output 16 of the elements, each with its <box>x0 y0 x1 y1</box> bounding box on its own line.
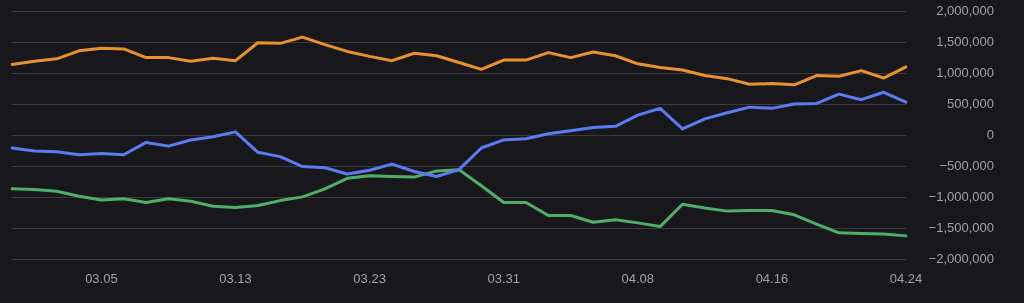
x-tick-label: 03.23 <box>353 270 386 286</box>
y-tick-label: −1,500,000 <box>928 220 994 236</box>
x-tick-label: 03.13 <box>219 270 252 286</box>
x-tick-label: 04.08 <box>621 270 655 286</box>
y-tick-label: −500,000 <box>939 158 994 174</box>
y-tick-label: 1,500,000 <box>936 34 994 50</box>
y-tick-label: −1,000,000 <box>928 189 994 205</box>
y-tick-label: 1,000,000 <box>936 65 994 81</box>
y-tick-label: −2,000,000 <box>928 250 994 266</box>
x-tick-label: 04.16 <box>755 270 789 286</box>
x-tick-label: 03.31 <box>487 270 520 286</box>
x-tick-label: 03.05 <box>85 270 118 286</box>
y-tick-label: 500,000 <box>947 96 994 112</box>
y-tick-label: 2,000,000 <box>936 3 994 19</box>
y-tick-label: 0 <box>986 127 994 143</box>
x-tick-label: 04.24 <box>889 270 923 286</box>
